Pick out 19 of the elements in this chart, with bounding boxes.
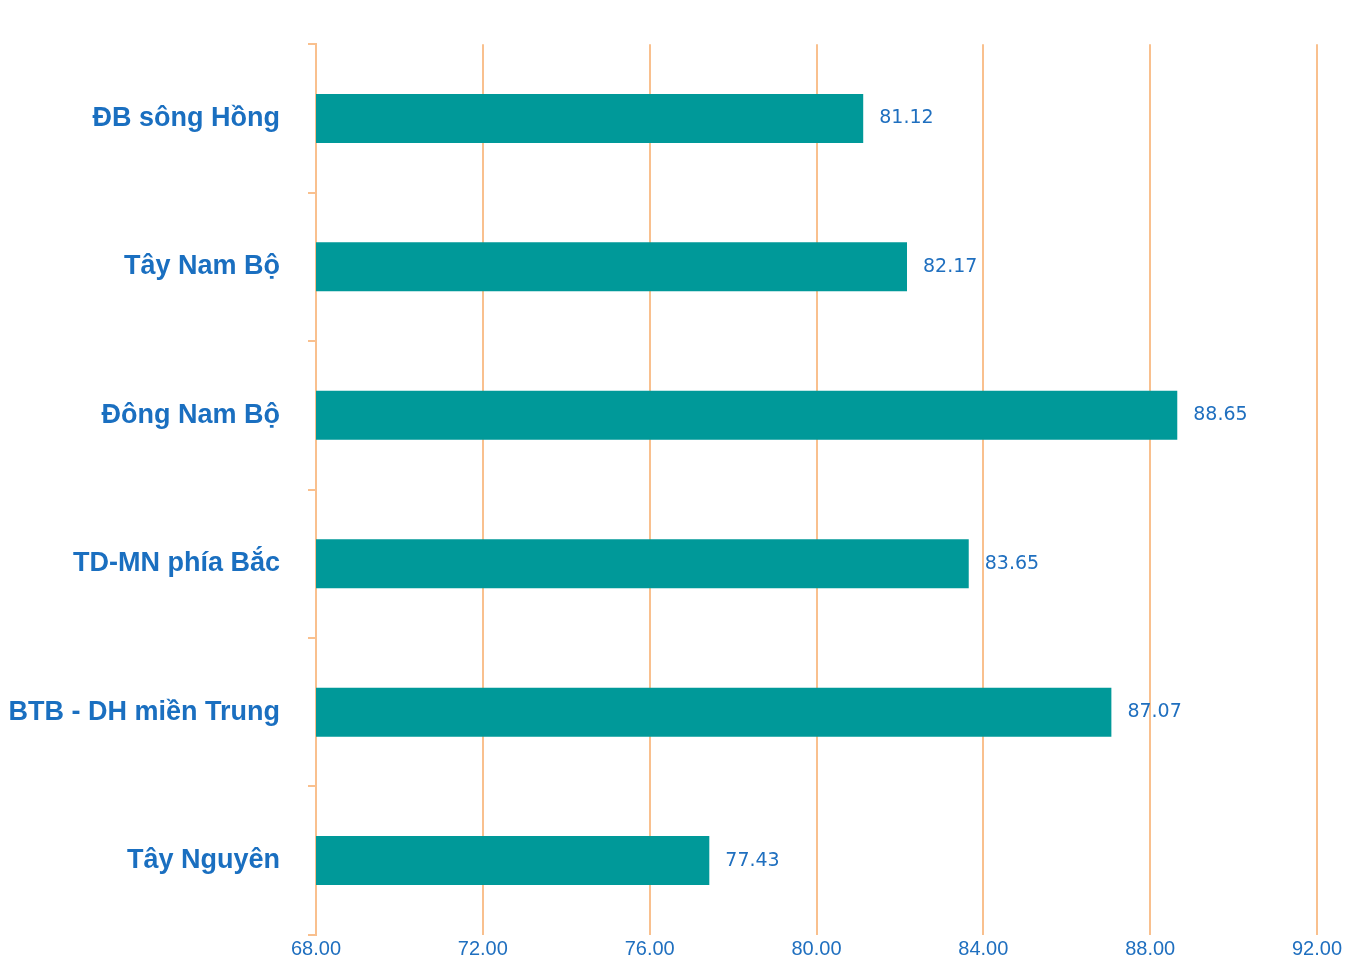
x-tick-label: 72.00 — [457, 937, 508, 960]
data-label: 77.43 — [725, 847, 780, 870]
x-tick-label: 80.00 — [791, 937, 842, 960]
x-tick-label: 88.00 — [1125, 937, 1176, 960]
y-tick-label: Tây Nguyên — [126, 844, 280, 875]
x-tick-label: 92.00 — [1291, 937, 1343, 960]
data-label: 82.17 — [923, 253, 978, 276]
y-tick-label: BTB - DH miền Trung — [8, 695, 280, 726]
y-tick-label: TD-MN phía Bắc — [72, 546, 280, 578]
data-label: 81.12 — [879, 105, 934, 128]
data-label: 83.65 — [984, 550, 1040, 573]
y-tick-label: Tây Nam Bộ — [123, 250, 280, 281]
x-tick-label: 68.00 — [290, 937, 342, 960]
y-tick-label: Đông Nam Bộ — [101, 398, 280, 429]
x-tick-label: 76.00 — [624, 937, 675, 960]
data-label: 88.65 — [1193, 402, 1248, 425]
y-tick-label: ĐB sông Hồng — [92, 101, 280, 132]
x-tick-label: 84.00 — [958, 937, 1009, 960]
data-label: 87.07 — [1127, 699, 1182, 722]
